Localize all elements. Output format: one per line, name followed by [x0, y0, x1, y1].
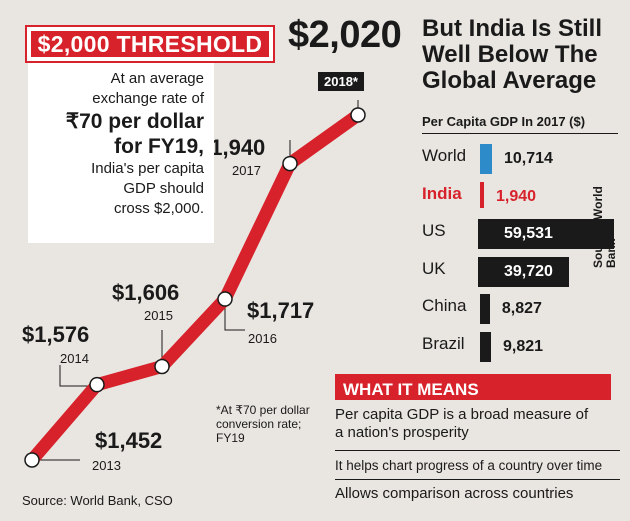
- exchange-rate-note: At an average exchange rate of ₹70 per dol…: [28, 63, 214, 243]
- data-point-2014: [89, 376, 105, 393]
- source-left: Source: World Bank, CSO: [22, 493, 173, 508]
- bar-brazil: [480, 331, 491, 362]
- note-line: At an average: [110, 70, 204, 87]
- projected-2018-value: $2,020: [288, 14, 402, 56]
- country-label-india: India: [422, 183, 462, 203]
- year-label-2013: 2013: [92, 458, 121, 473]
- bar-china: [480, 294, 490, 324]
- bar-value-brazil: 9,821: [502, 337, 544, 355]
- note-line: India's per capita: [91, 160, 204, 177]
- country-label-china: China: [422, 296, 467, 315]
- data-point-2013: [24, 452, 40, 468]
- data-point-2016: [217, 291, 233, 307]
- bar-world: [480, 144, 492, 174]
- year-label-2014: 2014: [60, 351, 89, 366]
- country-label-world: World: [422, 146, 467, 165]
- note-line: ₹70 per dollar: [65, 110, 204, 133]
- threshold-banner-text: $2,000 THRESHOLD: [31, 31, 269, 57]
- note-line: cross $2,000.: [113, 200, 204, 217]
- means-point: Allows comparison across countries: [335, 485, 574, 502]
- value-label-2016: $1,717: [247, 298, 314, 323]
- means-separator: [335, 450, 620, 451]
- bar-value-us: 59,531: [504, 225, 553, 242]
- year-label-2016: 2016: [248, 331, 277, 346]
- conversion-footnote: *At ₹70 per dollar conversion rate; FY19: [216, 403, 310, 445]
- country-label-uk: UK: [422, 258, 446, 278]
- bar-india: [480, 181, 484, 208]
- means-point: It helps chart progress of a country ove…: [335, 458, 603, 473]
- value-label-2013: $1,452: [95, 428, 162, 453]
- data-point-2018*: [350, 107, 366, 123]
- data-point-2015: [154, 358, 170, 375]
- year-label-2017: 2017: [232, 163, 261, 178]
- comparison-title: But India Is Still Well Below The Global…: [422, 15, 603, 94]
- callout-leader: [59, 365, 97, 387]
- gdp-series-line: [25, 108, 365, 467]
- bar-us: [478, 219, 614, 249]
- year-label-2015: 2015: [144, 308, 173, 323]
- means-separator: [335, 479, 620, 480]
- bar-value-china: 8,827: [501, 300, 542, 317]
- note-line: exchange rate of: [92, 90, 204, 107]
- comparison-subtitle: Per Capita GDP In 2017 ($): [422, 114, 586, 129]
- what-it-means-banner: WHAT IT MEANS: [335, 374, 611, 400]
- means-point: Per capita GDP is a broad measure of a n…: [335, 406, 589, 441]
- country-label-us: US: [422, 221, 446, 240]
- note-line: GDP should: [123, 180, 204, 197]
- value-label-2015: $1,606: [112, 280, 179, 305]
- country-label-brazil: Brazil: [422, 333, 465, 353]
- value-label-2014: $1,576: [22, 322, 89, 347]
- projected-year-badge: 2018*: [318, 72, 364, 91]
- data-point-2017: [282, 155, 298, 172]
- bar-value-india: 1,940: [496, 187, 537, 205]
- bar-value-uk: 39,720: [504, 262, 553, 280]
- note-line: for FY19,: [114, 135, 204, 158]
- callout-leader: [224, 301, 245, 331]
- source-right: Source: World Bank: [591, 186, 618, 268]
- threshold-banner: $2,000 THRESHOLD: [25, 25, 275, 63]
- bar-value-world: 10,714: [504, 150, 553, 167]
- subtitle-rule: [422, 133, 618, 134]
- bar-uk: [478, 256, 569, 287]
